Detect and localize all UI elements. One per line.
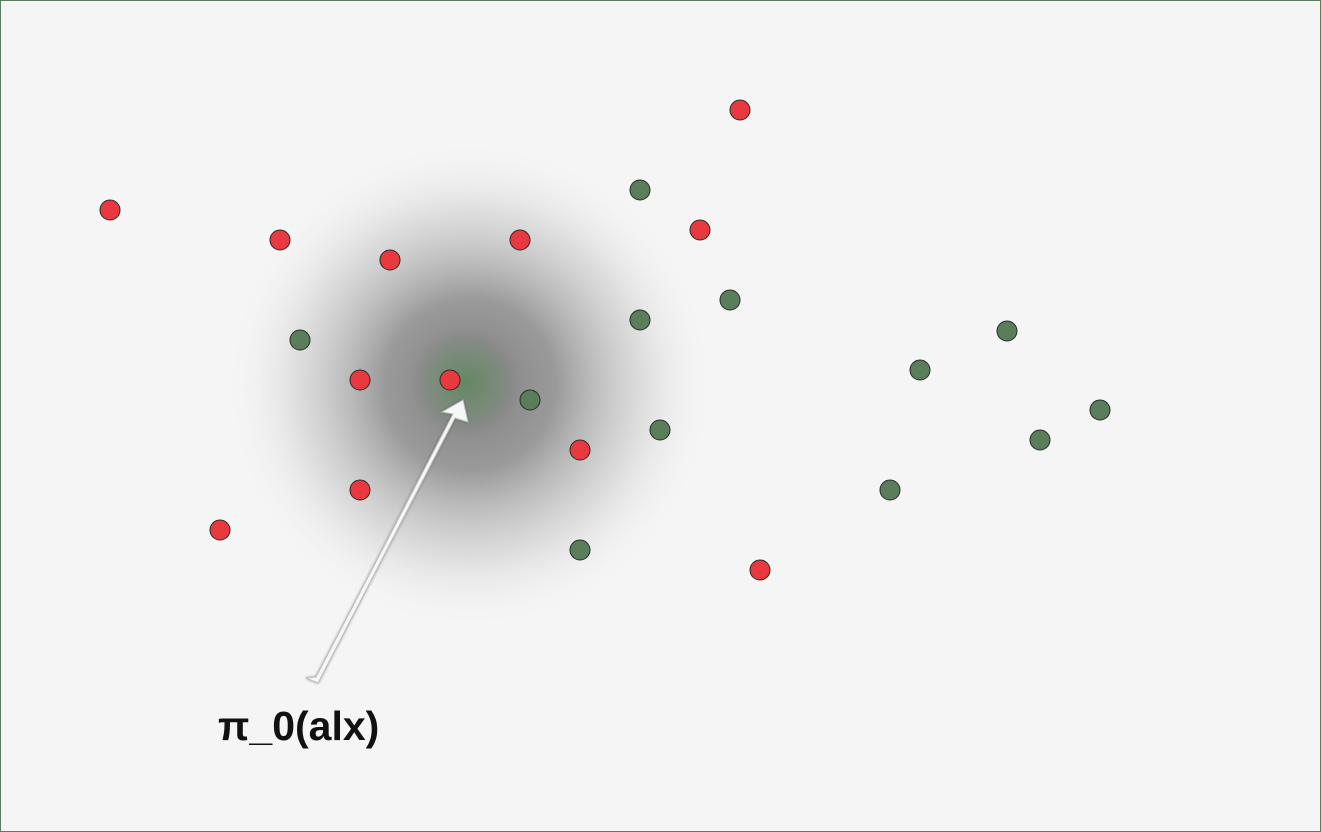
green-data-point [719, 289, 741, 311]
green-data-point [289, 329, 311, 351]
red-data-point [349, 369, 371, 391]
green-data-point [1029, 429, 1051, 451]
green-data-point [909, 359, 931, 381]
policy-mode-glow [410, 327, 520, 437]
green-data-point [1089, 399, 1111, 421]
red-data-point [689, 219, 711, 241]
green-data-point [996, 320, 1018, 342]
policy-label: π_0(alx) [218, 703, 380, 749]
red-data-point [99, 199, 121, 221]
red-data-point [569, 439, 591, 461]
green-data-point [879, 479, 901, 501]
green-data-point [569, 539, 591, 561]
green-data-point [629, 309, 651, 331]
red-data-point [379, 249, 401, 271]
data-points [99, 99, 1111, 581]
red-data-point [269, 229, 291, 251]
red-data-point [509, 229, 531, 251]
red-data-point [729, 99, 751, 121]
red-data-point [439, 369, 461, 391]
red-data-point [749, 559, 771, 581]
green-data-point [629, 179, 651, 201]
red-data-point [349, 479, 371, 501]
red-data-point [209, 519, 231, 541]
pointer-arrow-icon [305, 399, 469, 684]
green-data-point [519, 389, 541, 411]
green-data-point [649, 419, 671, 441]
